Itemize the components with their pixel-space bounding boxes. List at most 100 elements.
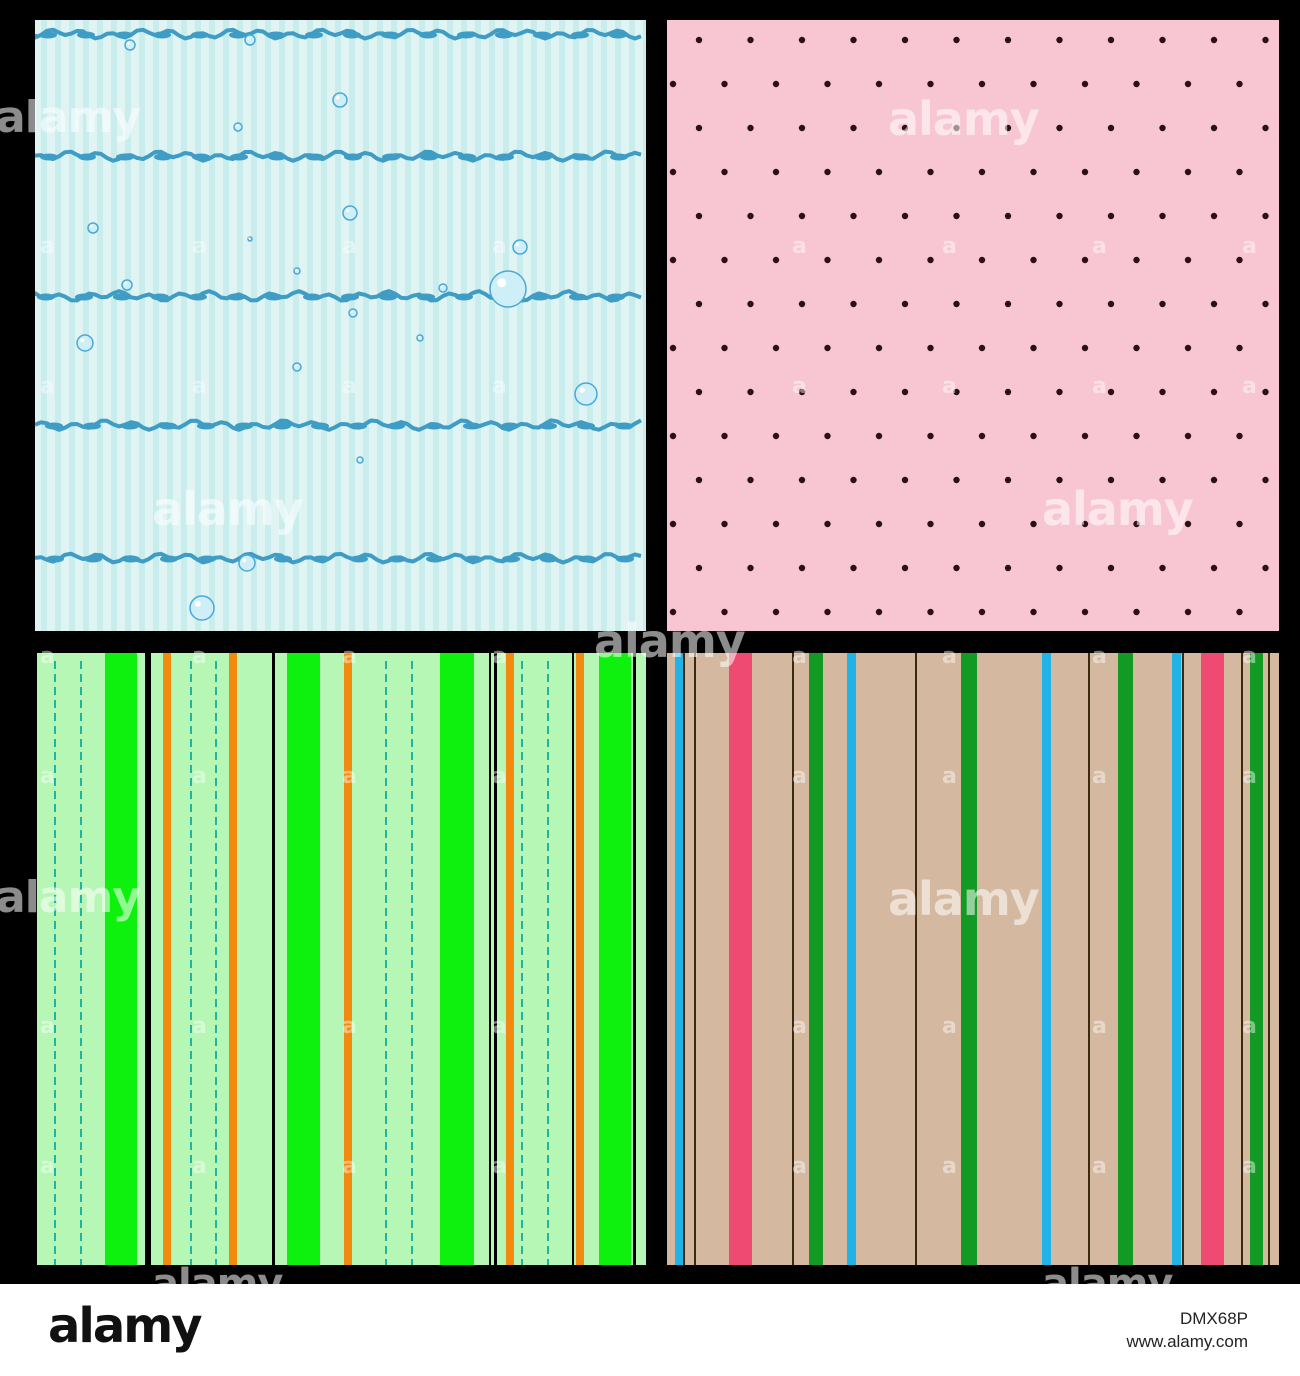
polka-dot [695,212,703,220]
pale-stripe [181,20,187,631]
bubble [489,270,527,308]
polka-dot [1030,80,1037,88]
polka-dot [1159,388,1166,396]
polka-dot [1184,168,1192,176]
polka-dot [1107,476,1115,484]
polka-dot [953,36,960,44]
polka-dot [850,388,857,396]
wave-blob [153,31,171,39]
polka-dot [875,344,883,352]
bubble-highlight [417,335,420,338]
polka-dot [721,344,728,352]
polka-dot [1210,564,1218,572]
polka-dot [798,564,806,572]
vertical-stripe [729,653,752,1265]
polka-dot [1210,476,1218,484]
wave-blob [312,555,330,563]
polka-dot [721,608,728,616]
polka-dot [1133,432,1140,440]
polka-dot [1081,80,1089,88]
polka-dot [1133,80,1140,88]
wave-blob [419,31,437,39]
wave-blob [273,422,291,430]
polka-dot [1262,476,1269,484]
vertical-stripe [1088,653,1090,1265]
vertical-stripe [1241,653,1243,1265]
polka-dot [1159,476,1166,484]
bubble-highlight [80,338,85,343]
vertical-stripe [847,653,856,1265]
pale-stripe [125,20,131,631]
polka-dot [824,168,831,176]
polka-dot [1107,36,1115,44]
wave-blob [571,31,589,39]
pale-stripe [223,20,229,631]
footer-bar: alamy DMX68P www.alamy.com [0,1284,1300,1376]
pale-stripe [405,20,411,631]
wave-blob [227,293,245,301]
pale-stripe [237,20,243,631]
pale-stripe [643,20,646,631]
pale-stripe [139,20,145,631]
polka-dot [1210,124,1218,132]
polka-dot [1030,520,1037,528]
polka-dot [1133,256,1140,264]
bubble-highlight [127,42,130,45]
wave-blob [610,153,628,161]
polka-dot [1184,80,1192,88]
wave-blob [37,293,55,301]
polka-dot [850,124,857,132]
pale-stripe [503,20,509,631]
wave-blob [311,422,329,430]
vertical-stripe [1250,653,1263,1265]
bubble [244,34,256,46]
polka-dot [1159,212,1166,220]
wave-blob [197,422,215,430]
polka-dot [978,432,986,440]
polka-dot [772,520,780,528]
wave-blob [45,422,63,430]
polka-dot [953,388,960,396]
wave-blob [496,153,514,161]
pale-stripe [83,20,89,631]
vertical-stripe [915,653,917,1265]
vertical-stripe [1201,653,1224,1265]
wave-blob [578,555,596,563]
vertical-stripe [599,653,631,1265]
wave-blob [607,293,625,301]
polka-dot [695,36,703,44]
wave-blob [502,555,520,563]
polka-dot [953,564,960,572]
bubble [348,308,358,318]
bubble-highlight [194,600,201,607]
polka-dot [1236,432,1243,440]
wave-line [35,289,642,303]
polka-dot [978,80,986,88]
wave-blob [151,293,169,301]
polka-dot [824,256,831,264]
wave-blob [198,555,216,563]
polka-dot [1107,564,1115,572]
wave-blob [265,293,283,301]
wave-blob [40,153,58,161]
polka-dot-pattern-tile [667,20,1279,631]
bubble-highlight [335,95,340,100]
polka-dot [1262,564,1269,572]
polka-dot [1262,36,1269,44]
polka-dot [669,256,677,264]
bubble [87,222,99,234]
wave-blob [426,555,444,563]
wave-blob [534,153,552,161]
polka-dot [1133,520,1140,528]
bubble [292,362,302,372]
polka-dot [1107,388,1115,396]
vertical-stripe [1042,653,1051,1265]
vertical-stripe [440,653,474,1265]
bubble [416,334,424,342]
bubble [356,456,364,464]
bubble-highlight [515,242,520,247]
polka-dot [721,168,728,176]
bubble-highlight [247,37,250,40]
polka-dot [1262,212,1269,220]
vertical-stripe [272,653,275,1265]
